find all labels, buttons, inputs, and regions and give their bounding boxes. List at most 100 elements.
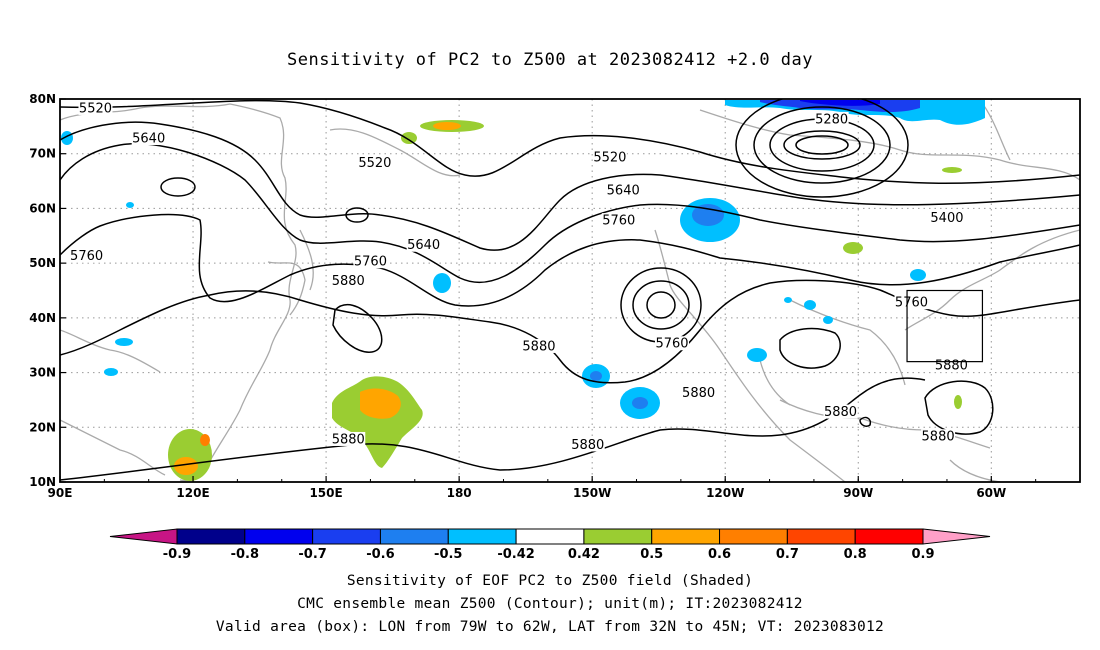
y-tick-label: 50N bbox=[29, 256, 56, 270]
contour-label-bg bbox=[357, 155, 392, 170]
contour-label: 5400 bbox=[930, 211, 963, 226]
shade-negative-small-g bbox=[784, 297, 792, 303]
colorbar-tick-label: 0.42 bbox=[568, 547, 600, 562]
shade-negative-arctic-deep bbox=[800, 100, 880, 106]
colorbar-min-triangle bbox=[109, 528, 178, 545]
shade-positive-hudson bbox=[942, 167, 962, 173]
z500-contours bbox=[60, 99, 1080, 481]
contour-label: 5880 bbox=[571, 438, 604, 453]
x-tick-label: 120E bbox=[176, 486, 209, 500]
valid-area-box bbox=[906, 289, 984, 363]
shade-negative-small-f bbox=[126, 202, 134, 208]
caption-contour: CMC ensemble mean Z500 (Contour); unit(m… bbox=[297, 596, 803, 612]
x-tick-label: 150W bbox=[573, 486, 611, 500]
shade-negative-small-c bbox=[104, 368, 118, 376]
sensitivity-shading bbox=[61, 100, 985, 481]
colorbar-tick-label: -0.9 bbox=[163, 547, 191, 562]
caption-valid-area: Valid area (box): LON from 79W to 62W, L… bbox=[215, 619, 885, 635]
contour-label: 5880 bbox=[332, 274, 365, 289]
contour-label: 5640 bbox=[132, 132, 165, 147]
contour-label: 5520 bbox=[358, 156, 391, 171]
shade-positive-philippines-core bbox=[174, 457, 198, 475]
colorbar-segment bbox=[651, 528, 721, 545]
shade-negative-small-e bbox=[823, 316, 833, 324]
contour-label: 5280 bbox=[815, 112, 848, 127]
colorbar-segment bbox=[312, 528, 381, 545]
contour-label: 5880 bbox=[922, 430, 955, 445]
map-axes: 90E 120E 150E 180 150W 120W 90W 60W 10N 20N 30N 40N… bbox=[29, 92, 1081, 500]
y-tick-label: 80N bbox=[29, 92, 56, 106]
contour-label-bg bbox=[592, 150, 627, 165]
colorbar-max-triangle bbox=[922, 528, 991, 545]
contour-label: 5760 bbox=[354, 255, 387, 270]
contour-label: 5760 bbox=[70, 249, 103, 264]
contour-label-bg bbox=[406, 237, 441, 252]
shade-negative-central-pacific bbox=[433, 273, 451, 293]
shade-positive-philippines-core2 bbox=[200, 434, 210, 446]
contour-label: 5880 bbox=[935, 359, 968, 374]
contour-label: 5880 bbox=[332, 432, 365, 447]
shade-negative-pacific-2-core bbox=[590, 371, 602, 381]
contour-label: 5520 bbox=[593, 151, 626, 166]
contour-label-bg bbox=[331, 431, 366, 446]
contour-label: 5880 bbox=[824, 405, 857, 420]
contour-label: 5760 bbox=[895, 296, 928, 311]
y-tick-label: 70N bbox=[29, 147, 56, 161]
plot-frame bbox=[59, 98, 1081, 483]
contour-label-bg bbox=[69, 248, 104, 263]
contour-label-bg bbox=[131, 131, 166, 146]
colorbar-tick-label: -0.6 bbox=[366, 547, 394, 562]
x-tick-label: 120W bbox=[706, 486, 744, 500]
contour-label-bg bbox=[894, 295, 929, 310]
x-tick-label: 90E bbox=[48, 486, 73, 500]
shade-positive-bering-core bbox=[433, 122, 461, 130]
colorbar-tick-label: 0.6 bbox=[708, 547, 731, 562]
contour-label-bg bbox=[521, 338, 556, 353]
colorbar-segment bbox=[583, 528, 653, 545]
contour-label: 5520 bbox=[79, 101, 112, 116]
caption-shaded: Sensitivity of EOF PC2 to Z500 field (Sh… bbox=[346, 573, 754, 589]
x-tick-label: 180 bbox=[447, 486, 472, 500]
colorbar-tick-label: -0.8 bbox=[231, 547, 259, 562]
shade-negative-pacific-3-core bbox=[632, 397, 648, 409]
contour-label-bg bbox=[570, 437, 605, 452]
contour-label-bg bbox=[823, 404, 858, 419]
coastlines bbox=[60, 99, 1080, 482]
contour-label: 5880 bbox=[682, 386, 715, 401]
shade-positive-wpacific-core bbox=[360, 388, 401, 419]
shade-positive-canada bbox=[843, 242, 863, 254]
contour-label-bg bbox=[353, 254, 388, 269]
colorbar-segment bbox=[244, 528, 314, 545]
x-tick-label: 60W bbox=[976, 486, 1006, 500]
y-tick-label: 20N bbox=[29, 420, 56, 434]
shade-negative-small-d bbox=[804, 300, 816, 310]
contour-label-bg bbox=[601, 213, 636, 228]
colorbar-tick-label: 0.8 bbox=[844, 547, 867, 562]
y-tick-label: 60N bbox=[29, 201, 56, 215]
x-tick-label: 150E bbox=[309, 486, 342, 500]
colorbar-tick-label: -0.7 bbox=[298, 547, 326, 562]
y-tick-label: 30N bbox=[29, 366, 56, 380]
shade-positive-wpacific bbox=[332, 376, 423, 468]
colorbar-segment bbox=[854, 528, 924, 545]
y-tick-label: 10N bbox=[29, 475, 56, 489]
contour-label-bg bbox=[78, 100, 113, 115]
contour-label: 5760 bbox=[602, 214, 635, 229]
contour-label-bg bbox=[655, 336, 689, 351]
colorbar-segment bbox=[719, 528, 788, 545]
shade-negative-small-b bbox=[115, 338, 133, 346]
contour-label: 5640 bbox=[607, 184, 640, 199]
contour-label: 5760 bbox=[655, 337, 688, 352]
shade-positive-atlantic bbox=[954, 395, 962, 409]
contour-label-bg bbox=[606, 183, 641, 198]
colorbar-segment bbox=[176, 528, 246, 545]
contour-label: 5640 bbox=[407, 238, 440, 253]
figure-title: Sensitivity of PC2 to Z500 at 2023082412… bbox=[286, 50, 813, 70]
colorbar-segment bbox=[379, 528, 449, 545]
contour-label-bg bbox=[814, 111, 849, 126]
colorbar-tick-label: 0.5 bbox=[640, 547, 663, 562]
colorbar-segment bbox=[515, 528, 585, 545]
colorbar-tick-label: 0.7 bbox=[776, 547, 799, 562]
contour-label-bg bbox=[681, 385, 716, 400]
colorbar-segment bbox=[447, 528, 517, 545]
